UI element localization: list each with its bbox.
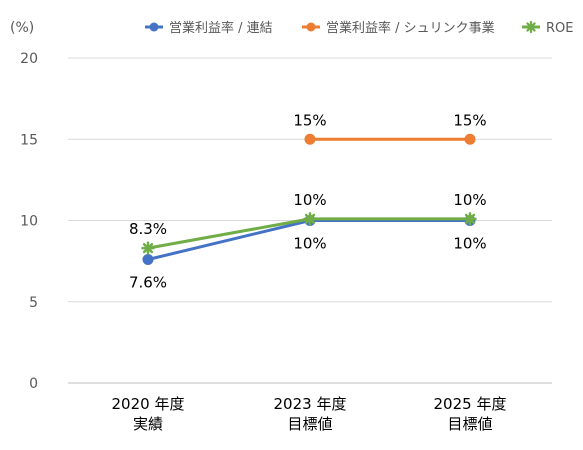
y-axis-unit: (%) xyxy=(10,20,34,36)
y-tick-label: 0 xyxy=(29,376,38,392)
y-tick-label: 10 xyxy=(20,214,38,230)
legend-marker xyxy=(149,22,159,32)
legend: 営業利益率 / 連結 営業利益率 / シュリンク事業 ROE xyxy=(145,20,573,36)
data-label: 10% xyxy=(293,191,326,209)
data-label: 10% xyxy=(453,235,486,253)
legend-label: 営業利益率 / 連結 xyxy=(169,20,273,36)
x-tick-label: 目標値 xyxy=(287,415,332,433)
y-axis: (%) 0 5 10 15 20 xyxy=(10,20,38,392)
x-tick-label: 2020 年度 xyxy=(112,395,185,413)
data-label: 10% xyxy=(293,235,326,253)
series-lines xyxy=(141,133,477,265)
legend-label: ROE xyxy=(546,21,573,36)
data-point xyxy=(141,241,155,255)
data-label: 15% xyxy=(293,111,326,129)
y-tick-label: 5 xyxy=(29,295,38,311)
data-point xyxy=(303,212,317,226)
data-point xyxy=(304,133,316,145)
x-tick-label: 目標値 xyxy=(447,415,492,433)
y-tick-label: 15 xyxy=(20,132,38,148)
data-label: 10% xyxy=(453,191,486,209)
data-label: 7.6% xyxy=(129,274,167,292)
x-tick-label: 2025 年度 xyxy=(434,395,507,413)
legend-marker xyxy=(306,22,316,32)
x-tick-label: 実績 xyxy=(133,415,163,433)
data-label: 15% xyxy=(453,111,486,129)
legend-label: 営業利益率 / シュリンク事業 xyxy=(326,20,495,36)
legend-marker xyxy=(524,20,538,34)
legend-item: ROE xyxy=(522,20,573,36)
data-point xyxy=(142,254,154,265)
legend-item: 営業利益率 / 連結 xyxy=(145,20,273,36)
data-point xyxy=(463,212,477,226)
legend-item: 営業利益率 / シュリンク事業 xyxy=(302,20,495,36)
data-point xyxy=(464,133,476,145)
data-labels: 7.6% 10% 10% 15% 15% 8.3% 10% 10% xyxy=(129,111,487,291)
y-tick-label: 20 xyxy=(20,51,38,67)
data-label: 8.3% xyxy=(129,220,167,238)
x-tick-label: 2023 年度 xyxy=(274,395,347,413)
